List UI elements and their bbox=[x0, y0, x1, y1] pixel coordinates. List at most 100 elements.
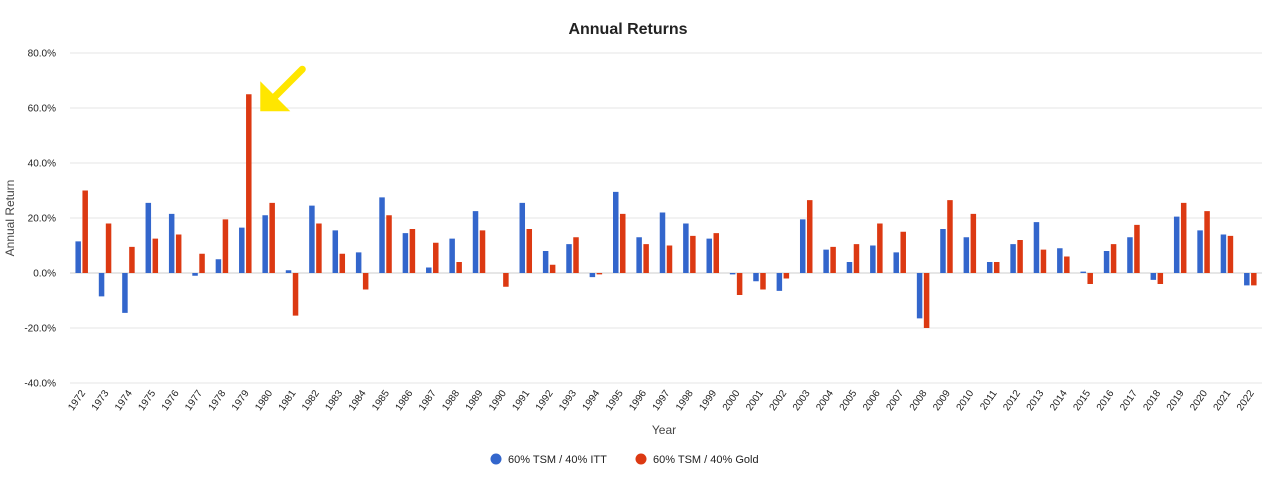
bar-itt-2011 bbox=[986, 262, 993, 273]
x-tick-label: 1993 bbox=[557, 388, 579, 413]
x-tick-label: 1972 bbox=[66, 388, 88, 413]
y-tick-label: 80.0% bbox=[28, 49, 56, 60]
bar-itt-1982 bbox=[309, 205, 315, 273]
x-tick-label: 1980 bbox=[253, 388, 275, 413]
bar-gold-2005 bbox=[853, 244, 860, 273]
bar-itt-2005 bbox=[846, 262, 853, 273]
bar-gold-2002 bbox=[783, 273, 790, 279]
x-tick-label: 2017 bbox=[1118, 388, 1140, 413]
legend-marker-gold bbox=[635, 453, 647, 465]
y-tick-label: 20.0% bbox=[28, 214, 56, 225]
x-tick-label: 1976 bbox=[160, 388, 182, 413]
bar-gold-2008 bbox=[923, 273, 930, 328]
x-tick-label: 2007 bbox=[884, 388, 906, 413]
x-tick-label: 1973 bbox=[90, 388, 112, 413]
bar-itt-2021 bbox=[1220, 234, 1227, 273]
bar-gold-2012 bbox=[1017, 240, 1023, 273]
x-tick-label: 2003 bbox=[791, 388, 813, 413]
x-tick-label: 1982 bbox=[300, 388, 322, 413]
bars bbox=[75, 94, 1257, 328]
x-tick-label: 2006 bbox=[861, 388, 883, 413]
bar-gold-1993 bbox=[573, 237, 579, 273]
bar-gold-1991 bbox=[526, 229, 533, 273]
bar-itt-1979 bbox=[239, 227, 245, 273]
x-tick-label: 2009 bbox=[931, 388, 953, 413]
bar-itt-2018 bbox=[1150, 273, 1157, 280]
bar-itt-2013 bbox=[1033, 222, 1040, 273]
bar-itt-2016 bbox=[1103, 251, 1110, 273]
y-tick-label: -20.0% bbox=[24, 324, 56, 335]
x-tick-label: 1983 bbox=[323, 388, 345, 413]
bar-itt-1976 bbox=[168, 213, 175, 273]
bar-gold-1981 bbox=[292, 273, 299, 316]
x-tick-label: 2020 bbox=[1188, 388, 1210, 413]
annotation-arrow bbox=[260, 65, 306, 112]
bar-itt-1997 bbox=[659, 212, 666, 273]
bar-itt-1999 bbox=[706, 238, 712, 273]
bar-itt-2001 bbox=[753, 273, 759, 282]
bar-gold-2021 bbox=[1227, 235, 1234, 273]
x-tick-label: 1975 bbox=[136, 388, 158, 413]
x-tick-label: 1985 bbox=[370, 388, 392, 413]
bar-gold-2014 bbox=[1064, 256, 1070, 273]
chart-title: Annual Returns bbox=[568, 21, 687, 38]
bar-itt-2020 bbox=[1197, 230, 1203, 273]
x-tick-label: 1978 bbox=[207, 388, 229, 413]
x-tick-label: 1989 bbox=[464, 388, 486, 413]
bar-itt-2010 bbox=[963, 237, 970, 273]
x-tick-label: 2014 bbox=[1048, 388, 1070, 413]
bar-gold-1982 bbox=[316, 223, 322, 273]
bar-itt-1983 bbox=[332, 230, 339, 273]
x-tick-label: 1991 bbox=[510, 388, 532, 413]
bar-itt-1984 bbox=[355, 252, 362, 273]
y-tick-label: -40.0% bbox=[24, 379, 56, 390]
bar-gold-1987 bbox=[433, 242, 439, 273]
x-tick-label: 2010 bbox=[955, 388, 977, 413]
x-tick-label: 1996 bbox=[627, 388, 649, 413]
bar-itt-2004 bbox=[823, 249, 829, 273]
x-tick-label: 2002 bbox=[768, 388, 790, 413]
bar-itt-1993 bbox=[566, 244, 572, 273]
arrow-head bbox=[260, 81, 291, 112]
y-axis-label: Annual Return bbox=[3, 180, 17, 257]
x-tick-label: 1977 bbox=[183, 388, 205, 413]
bar-itt-1978 bbox=[215, 259, 222, 273]
x-tick-label: 2008 bbox=[908, 388, 930, 413]
legend-marker-itt bbox=[490, 453, 502, 465]
bar-itt-2019 bbox=[1173, 216, 1180, 273]
bar-itt-2002 bbox=[776, 273, 783, 291]
bar-itt-2006 bbox=[870, 245, 876, 273]
x-tick-label: 1999 bbox=[697, 388, 719, 413]
bar-gold-1997 bbox=[666, 245, 673, 273]
bar-gold-2019 bbox=[1180, 202, 1187, 273]
bar-gold-2000 bbox=[736, 273, 743, 295]
bar-gold-1973 bbox=[105, 223, 112, 273]
bar-gold-1985 bbox=[386, 215, 392, 273]
bar-gold-2007 bbox=[900, 231, 906, 273]
bar-gold-2015 bbox=[1087, 273, 1093, 284]
x-tick-label: 1988 bbox=[440, 388, 462, 413]
bar-itt-1998 bbox=[683, 223, 689, 273]
x-tick-label: 1994 bbox=[581, 388, 603, 413]
bar-gold-1986 bbox=[409, 229, 416, 273]
bar-itt-1995 bbox=[613, 191, 619, 273]
bar-itt-1972 bbox=[75, 241, 81, 273]
bar-itt-1981 bbox=[285, 270, 292, 273]
bar-gold-1994 bbox=[596, 273, 603, 275]
legend-label-gold: 60% TSM / 40% Gold bbox=[653, 454, 759, 466]
x-tick-label: 1995 bbox=[604, 388, 626, 413]
x-tick-label: 1997 bbox=[651, 388, 673, 413]
x-tick-label: 2005 bbox=[838, 388, 860, 413]
bar-gold-1989 bbox=[479, 230, 486, 273]
x-tick-label: 1987 bbox=[417, 388, 439, 413]
bar-itt-1980 bbox=[262, 215, 268, 273]
x-axis-label: Year bbox=[652, 423, 676, 437]
bar-itt-1988 bbox=[449, 238, 455, 273]
x-tick-label: 1986 bbox=[394, 388, 416, 413]
bar-itt-2014 bbox=[1057, 248, 1063, 273]
x-tick-label: 1974 bbox=[113, 388, 135, 413]
bar-itt-1986 bbox=[402, 233, 409, 273]
bar-gold-2009 bbox=[947, 200, 953, 273]
y-tick-label: 40.0% bbox=[28, 159, 56, 170]
bar-gold-2017 bbox=[1134, 224, 1140, 273]
